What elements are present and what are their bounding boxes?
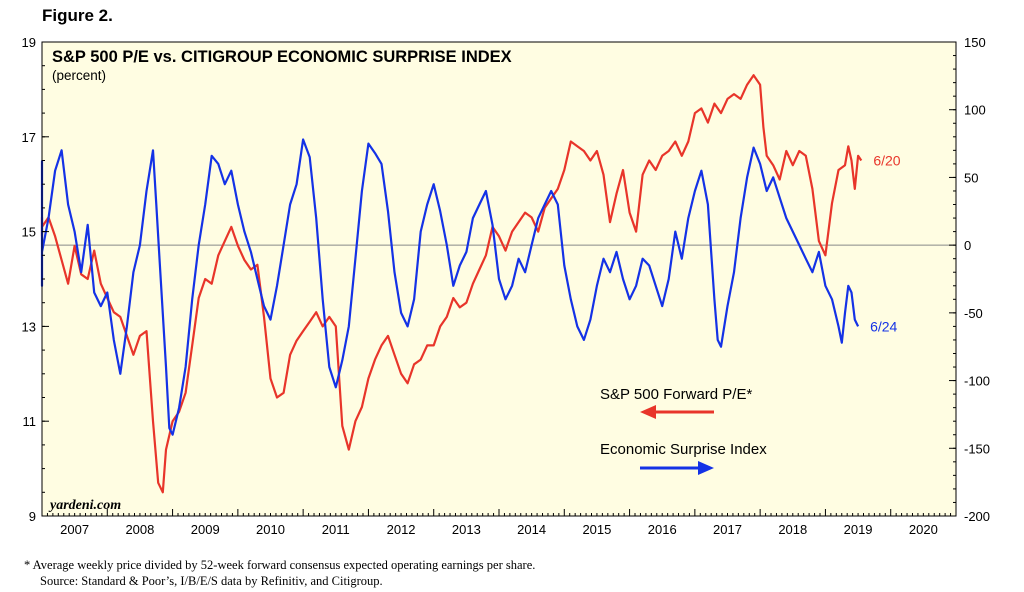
- x-axis-tick-label: 2007: [60, 522, 89, 537]
- right-axis-tick-label: 150: [964, 35, 986, 50]
- x-axis-tick-label: 2016: [648, 522, 677, 537]
- left-axis-tick-label: 13: [22, 319, 36, 334]
- end-label-pe: 6/20: [873, 153, 900, 169]
- right-axis-tick-label: -150: [964, 441, 990, 456]
- x-axis-tick-label: 2011: [322, 522, 350, 537]
- x-axis-tick-label: 2013: [452, 522, 481, 537]
- left-axis-tick-label: 15: [22, 225, 36, 240]
- x-axis-tick-label: 2019: [844, 522, 873, 537]
- chart-subtitle: (percent): [52, 68, 106, 83]
- footnote-source: Source: Standard & Poor’s, I/B/E/S data …: [40, 574, 383, 588]
- left-axis-tick-label: 19: [22, 35, 36, 50]
- x-axis-tick-label: 2010: [256, 522, 285, 537]
- x-axis-tick-label: 2014: [517, 522, 546, 537]
- figure-label: Figure 2.: [42, 6, 113, 25]
- x-axis-tick-label: 2008: [125, 522, 154, 537]
- series-line-pe: [40, 74, 863, 494]
- right-axis-tick-label: 0: [964, 238, 971, 253]
- x-axis-tick-label: 2020: [909, 522, 938, 537]
- legend-arrow-left-icon: [640, 405, 714, 419]
- series-line-esi: [40, 138, 860, 436]
- right-axis-tick-label: -200: [964, 509, 990, 524]
- legend-label-esi: Economic Surprise Index: [600, 441, 767, 458]
- left-axis-tick-label: 11: [23, 414, 37, 429]
- footnote-definition: * Average weekly price divided by 52-wee…: [24, 558, 536, 572]
- right-axis-tick-label: -100: [964, 374, 990, 389]
- end-label-esi: 6/24: [870, 318, 897, 334]
- left-axis-tick-label: 9: [29, 509, 36, 524]
- legend-label-pe: S&P 500 Forward P/E*: [600, 386, 752, 403]
- x-axis-tick-label: 2009: [191, 522, 220, 537]
- x-axis-tick-label: 2015: [582, 522, 611, 537]
- watermark: yardeni.com: [48, 498, 121, 513]
- right-axis-tick-label: -50: [964, 306, 983, 321]
- legend: S&P 500 Forward P/E* Economic Surprise I…: [600, 386, 767, 475]
- right-axis-tick-label: 50: [964, 170, 978, 185]
- right-axis-tick-label: 100: [964, 103, 986, 118]
- x-axis-tick-label: 2017: [713, 522, 742, 537]
- chart-title: S&P 500 P/E vs. CITIGROUP ECONOMIC SURPR…: [52, 48, 512, 66]
- left-axis-tick-label: 17: [22, 130, 36, 145]
- legend-arrow-right-icon: [640, 461, 714, 475]
- footnote: * Average weekly price divided by 52-wee…: [24, 557, 535, 589]
- x-axis-tick-label: 2018: [778, 522, 807, 537]
- x-axis-tick-label: 2012: [387, 522, 416, 537]
